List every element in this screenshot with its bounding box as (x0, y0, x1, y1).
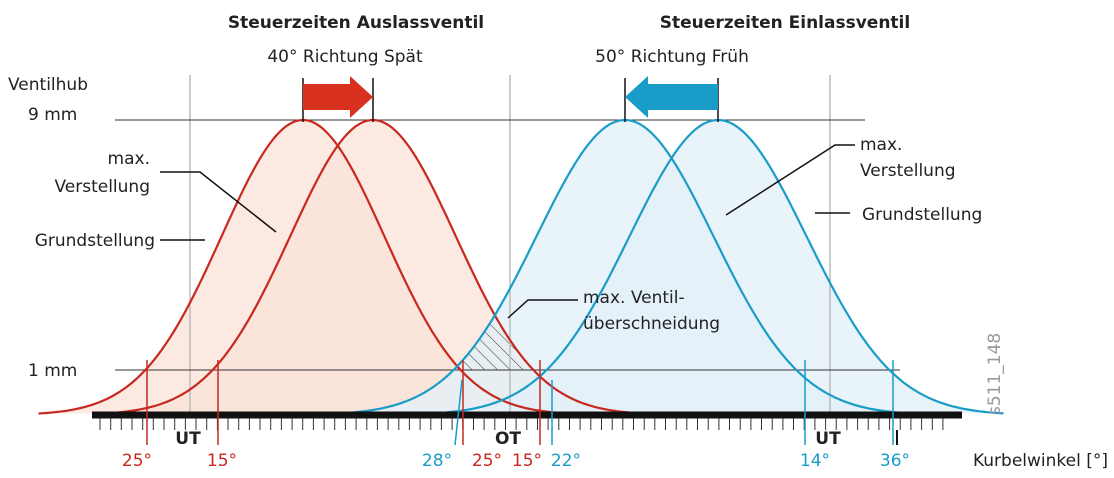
callout: Verstellung (860, 161, 956, 181)
lift-curve (430, 118, 1004, 415)
angle-label: 14° (800, 451, 830, 471)
angle-label: UT (175, 429, 201, 449)
lift-area (430, 120, 1004, 414)
angle-label: 36° (880, 451, 910, 471)
angle-label: 15° (512, 451, 542, 471)
callout: überschneidung (583, 314, 720, 334)
angle-markers (146, 360, 898, 446)
callout: max. (108, 149, 150, 169)
callout: Grundstellung (862, 205, 982, 225)
title: Steuerzeiten Auslassventil (228, 13, 484, 33)
angle-label: 15° (207, 451, 237, 471)
lift-lines (115, 119, 900, 371)
shift-arrow-early (625, 76, 718, 118)
shift-arrow-late (303, 76, 373, 118)
lift-curve (337, 118, 911, 415)
axis-label: Kurbelwinkel [°] (973, 451, 1108, 471)
lift-label: 1 mm (28, 361, 77, 381)
angle-label: OT (495, 429, 521, 449)
axis-label: Ventilhub (8, 75, 88, 95)
angle-label: 22° (551, 451, 581, 471)
leaders (160, 144, 855, 319)
callout: Grundstellung (35, 231, 155, 251)
figure-id: s511_148 (985, 333, 1005, 415)
subtitle: 50° Richtung Früh (595, 47, 749, 67)
reference-lines (189, 75, 831, 415)
lift-label: 9 mm (28, 105, 77, 125)
angle-label: 25° (472, 451, 502, 471)
callout: Verstellung (54, 177, 150, 197)
angle-label: 28° (422, 451, 452, 471)
subtitle: 40° Richtung Spät (267, 47, 423, 67)
callout: max. Ventil- (583, 288, 685, 308)
callout: max. (860, 135, 902, 155)
angle-label: 25° (122, 451, 152, 471)
angle-label: UT (815, 429, 841, 449)
title: Steuerzeiten Einlassventil (660, 13, 910, 33)
